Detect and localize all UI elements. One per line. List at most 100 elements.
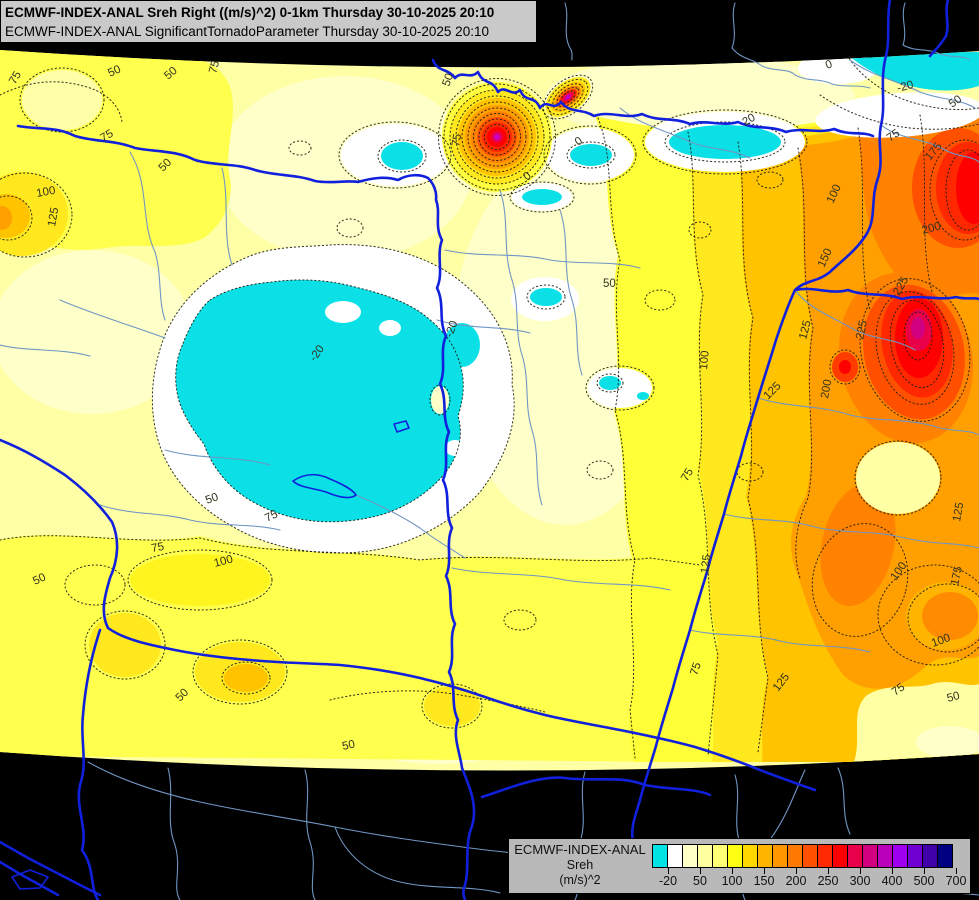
contour-label: 75 <box>99 128 116 145</box>
contour-label: 50 <box>204 491 220 507</box>
contour-label: -20 <box>896 79 915 95</box>
contour-fill-layer <box>0 50 979 771</box>
legend-color-cell <box>802 844 818 868</box>
legend-tick <box>764 868 765 874</box>
legend-tick <box>796 868 797 874</box>
legend-text: ECMWF-INDEX-ANAL Sreh (m/s)^2 <box>509 842 651 888</box>
legend-tick-label: 150 <box>753 874 775 888</box>
legend-color-cell <box>832 844 848 868</box>
legend-color-cell <box>892 844 908 868</box>
contour-label: 50 <box>603 278 616 290</box>
legend-tick <box>828 868 829 874</box>
contour-label: 50 <box>106 63 123 79</box>
river-tisza <box>630 0 892 844</box>
border-east <box>793 287 979 301</box>
legend-tick-label: 700 <box>945 874 967 888</box>
contour-label: 75 <box>150 541 165 555</box>
legend-color-cell <box>937 844 953 868</box>
border-north <box>431 58 875 138</box>
contour-label: 0 <box>824 58 834 71</box>
legend-units: (m/s)^2 <box>559 873 601 887</box>
contour-label: 125 <box>699 554 714 575</box>
contour-label: 125 <box>797 319 814 341</box>
north-bullseye <box>442 82 552 192</box>
river-drava <box>0 438 817 792</box>
legend-color-cell <box>772 844 788 868</box>
legend-tick-label: 400 <box>881 874 903 888</box>
cyan-holes <box>325 301 465 456</box>
contour-label: 75 <box>450 133 464 148</box>
legend-colorbar <box>652 844 953 868</box>
contour-label: 225 <box>854 319 870 340</box>
legend-tick <box>732 868 733 874</box>
legend-tick <box>700 868 701 874</box>
legend-color-cell <box>697 844 713 868</box>
contour-label: 200 <box>921 220 943 237</box>
legend-tick-label: 200 <box>785 874 807 888</box>
contour-label: 50 <box>946 690 961 705</box>
river-sw <box>77 628 102 900</box>
river-south-branch <box>480 776 712 799</box>
legend-tick <box>860 868 861 874</box>
lake-balaton <box>292 473 357 499</box>
legend-color-cell <box>787 844 803 868</box>
contour-label: 75 <box>207 59 222 74</box>
legend-color-cell <box>742 844 758 868</box>
east-gradient <box>595 106 979 762</box>
negative-cyan <box>175 52 979 522</box>
legend-color-cell <box>847 844 863 868</box>
contour-label: 100 <box>35 185 56 200</box>
legend-tick-label: 250 <box>817 874 839 888</box>
legend-tick <box>924 868 925 874</box>
contour-label: 75 <box>263 508 280 524</box>
contour-label: 175 <box>949 565 965 586</box>
contour-label: 50 <box>441 72 457 88</box>
legend-color-cell <box>652 844 668 868</box>
contour-label: 75 <box>7 69 24 86</box>
legend-product: ECMWF-INDEX-ANAL <box>514 842 646 857</box>
legend-color-cell <box>712 844 728 868</box>
legend-parameter: Sreh <box>566 858 594 872</box>
contour-label: 75 <box>688 661 703 677</box>
legend-tick-label: 300 <box>849 874 871 888</box>
legend-tick-label: 500 <box>913 874 935 888</box>
legend-color-cell <box>727 844 743 868</box>
contour-label: 200 <box>819 379 834 400</box>
legend-color-cell <box>682 844 698 868</box>
yellow-bands <box>0 50 700 762</box>
contour-label: 50 <box>31 571 48 587</box>
legend-color-cell <box>817 844 833 868</box>
legend-tick <box>668 868 669 874</box>
contour-label: 125 <box>46 207 61 228</box>
contour-label: 125 <box>951 502 966 523</box>
legend-tick-label: 100 <box>721 874 743 888</box>
title-line-primary: ECMWF-INDEX-ANAL Sreh Right ((m/s)^2) 0-… <box>5 5 495 20</box>
legend-color-cell <box>877 844 893 868</box>
legend-color-cell <box>922 844 938 868</box>
contour-label: 100 <box>213 553 235 570</box>
legend: ECMWF-INDEX-ANAL Sreh (m/s)^2 -20 50 100 15… <box>508 838 971 894</box>
contour-label: 20 <box>741 112 758 129</box>
contour-label: 100 <box>698 350 712 370</box>
contour-label: 50 <box>341 739 356 753</box>
contour-label: 75 <box>679 466 696 483</box>
legend-color-cell <box>907 844 923 868</box>
river-danube <box>16 124 476 900</box>
lake-velence <box>393 420 410 433</box>
contour-label: -20 <box>444 319 461 339</box>
legend-tick <box>956 868 957 874</box>
legend-tick-label: 50 <box>693 874 707 888</box>
legend-color-cell <box>667 844 683 868</box>
legend-color-cell <box>862 844 878 868</box>
title-box: ECMWF-INDEX-ANAL Sreh Right ((m/s)^2) 0-… <box>0 0 537 43</box>
legend-tick <box>892 868 893 874</box>
contour-line-layer <box>0 51 979 759</box>
legend-color-cell <box>757 844 773 868</box>
title-line-secondary: ECMWF-INDEX-ANAL SignificantTornadoParam… <box>5 24 489 39</box>
legend-tick-label: -20 <box>658 874 678 888</box>
